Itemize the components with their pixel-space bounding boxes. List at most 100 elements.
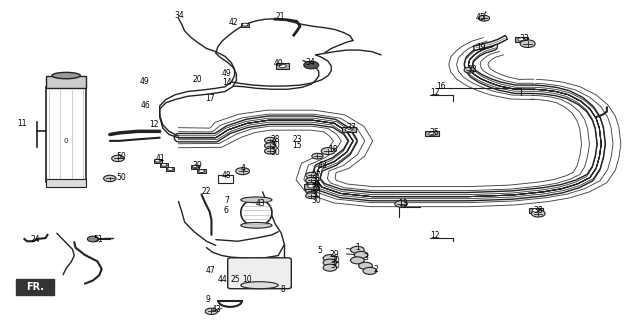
Bar — [16, 279, 54, 295]
Text: 50: 50 — [116, 173, 126, 182]
Text: 18: 18 — [328, 145, 338, 154]
Text: 44: 44 — [217, 275, 227, 284]
Circle shape — [520, 40, 535, 48]
Text: 10: 10 — [242, 275, 252, 284]
Circle shape — [279, 64, 286, 68]
Circle shape — [351, 246, 364, 253]
Text: 13: 13 — [399, 199, 408, 208]
Text: FR.: FR. — [26, 283, 44, 292]
Ellipse shape — [241, 199, 272, 226]
Circle shape — [155, 159, 161, 162]
Text: 47: 47 — [205, 266, 215, 276]
Text: 20: 20 — [192, 75, 202, 84]
Circle shape — [161, 163, 167, 166]
Circle shape — [306, 183, 317, 188]
Text: 23: 23 — [292, 135, 302, 144]
Circle shape — [531, 210, 545, 217]
Text: 12: 12 — [149, 120, 159, 129]
Text: 37: 37 — [347, 123, 356, 132]
Text: 40: 40 — [274, 59, 284, 68]
Text: 30: 30 — [270, 141, 280, 150]
Circle shape — [306, 188, 317, 194]
Text: 19: 19 — [476, 43, 486, 52]
Circle shape — [199, 170, 204, 172]
Ellipse shape — [52, 72, 81, 79]
Circle shape — [306, 178, 317, 183]
Text: 4: 4 — [241, 164, 246, 173]
Circle shape — [363, 268, 377, 274]
Text: 5: 5 — [318, 246, 322, 255]
Circle shape — [354, 252, 368, 259]
Text: 30: 30 — [330, 261, 340, 270]
Text: 22: 22 — [201, 187, 211, 196]
FancyBboxPatch shape — [228, 258, 291, 289]
Circle shape — [168, 167, 173, 170]
Text: 12: 12 — [430, 231, 439, 240]
Text: 6: 6 — [224, 206, 229, 215]
Circle shape — [308, 184, 315, 188]
Text: 25: 25 — [230, 275, 240, 284]
Circle shape — [323, 255, 337, 262]
Text: 21: 21 — [275, 12, 284, 21]
Bar — [304, 184, 318, 189]
Circle shape — [464, 67, 475, 73]
Text: 30: 30 — [311, 196, 321, 205]
Text: 0: 0 — [64, 138, 68, 144]
Text: 32: 32 — [467, 65, 477, 74]
Text: 34: 34 — [305, 58, 315, 67]
Circle shape — [264, 143, 276, 148]
Ellipse shape — [241, 222, 272, 228]
Text: 42: 42 — [228, 18, 238, 27]
Circle shape — [351, 257, 364, 264]
Bar — [46, 179, 86, 187]
Circle shape — [104, 175, 116, 182]
Text: 24: 24 — [31, 235, 40, 244]
Bar — [426, 131, 439, 136]
Circle shape — [532, 209, 539, 212]
Circle shape — [478, 15, 489, 21]
Bar — [160, 163, 168, 167]
Text: 38: 38 — [534, 206, 544, 215]
Ellipse shape — [241, 282, 278, 289]
Bar — [46, 87, 86, 182]
Text: 27: 27 — [311, 171, 321, 180]
Circle shape — [112, 155, 124, 162]
Circle shape — [205, 308, 217, 315]
Text: 29: 29 — [330, 251, 339, 260]
Bar — [529, 208, 542, 213]
Bar — [342, 127, 356, 132]
Text: 28: 28 — [270, 135, 279, 144]
Circle shape — [236, 168, 249, 175]
Text: 34: 34 — [174, 12, 184, 20]
Text: 36: 36 — [311, 180, 321, 189]
Circle shape — [518, 38, 525, 41]
Text: 41: 41 — [156, 154, 165, 163]
Text: 30: 30 — [330, 256, 340, 265]
Text: 35: 35 — [430, 128, 439, 137]
Text: 46: 46 — [141, 101, 151, 110]
Text: 49: 49 — [139, 77, 149, 86]
Text: 26: 26 — [311, 184, 321, 193]
Circle shape — [304, 61, 319, 69]
Text: 7: 7 — [224, 196, 229, 205]
Bar — [241, 22, 249, 27]
Text: 49: 49 — [222, 69, 232, 78]
Text: 30: 30 — [311, 190, 321, 199]
Text: 45: 45 — [476, 13, 486, 22]
Circle shape — [192, 165, 198, 168]
Text: 2: 2 — [374, 265, 378, 275]
Circle shape — [429, 132, 436, 136]
Bar — [191, 165, 199, 169]
Bar — [276, 63, 289, 68]
Text: 39: 39 — [192, 161, 202, 170]
Circle shape — [306, 172, 317, 178]
Circle shape — [323, 259, 337, 266]
Circle shape — [321, 148, 335, 155]
Circle shape — [359, 262, 372, 269]
Circle shape — [88, 236, 99, 242]
Circle shape — [345, 128, 352, 132]
Text: 11: 11 — [18, 119, 27, 128]
Text: 3: 3 — [364, 253, 369, 262]
Circle shape — [264, 148, 276, 154]
Bar — [198, 169, 206, 173]
